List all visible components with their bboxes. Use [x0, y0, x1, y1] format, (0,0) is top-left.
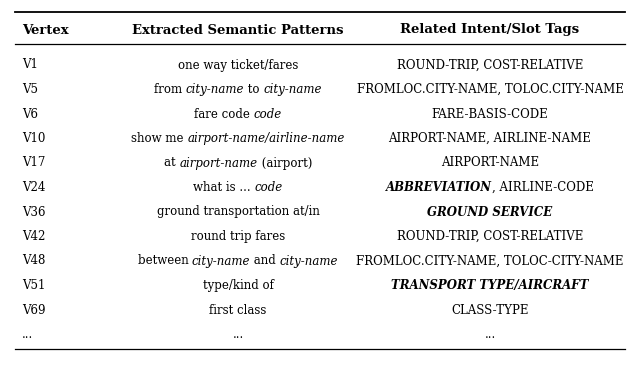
Text: city-name: city-name	[280, 254, 339, 268]
Text: code: code	[253, 108, 282, 120]
Text: airport-name/airline-name: airport-name/airline-name	[188, 132, 345, 145]
Text: CLASS-TYPE: CLASS-TYPE	[451, 304, 529, 316]
Text: FROMLOC.CITY-NAME, TOLOC-CITY-NAME: FROMLOC.CITY-NAME, TOLOC-CITY-NAME	[356, 254, 624, 268]
Text: V36: V36	[22, 205, 45, 219]
Text: first class: first class	[209, 304, 267, 316]
Text: , AIRLINE-CODE: , AIRLINE-CODE	[492, 181, 594, 194]
Text: airport-name: airport-name	[179, 157, 257, 169]
Text: Related Intent/Slot Tags: Related Intent/Slot Tags	[401, 23, 580, 36]
Text: V24: V24	[22, 181, 45, 194]
Text: at: at	[164, 157, 179, 169]
Text: V42: V42	[22, 230, 45, 243]
Text: FROMLOC.CITY-NAME, TOLOC.CITY-NAME: FROMLOC.CITY-NAME, TOLOC.CITY-NAME	[356, 83, 623, 96]
Text: V17: V17	[22, 157, 45, 169]
Text: ROUND-TRIP, COST-RELATIVE: ROUND-TRIP, COST-RELATIVE	[397, 230, 583, 243]
Text: and: and	[250, 254, 280, 268]
Text: city-name: city-name	[192, 254, 250, 268]
Text: what is ...: what is ...	[193, 181, 255, 194]
Text: city-name: city-name	[186, 83, 244, 96]
Text: ...: ...	[22, 328, 33, 341]
Text: V69: V69	[22, 304, 45, 316]
Text: round trip fares: round trip fares	[191, 230, 285, 243]
Text: (airport): (airport)	[257, 157, 312, 169]
Text: Vertex: Vertex	[22, 23, 68, 36]
Text: ground transportation at/in: ground transportation at/in	[157, 205, 319, 219]
Text: ...: ...	[484, 328, 495, 341]
Text: city-name: city-name	[264, 83, 322, 96]
Text: V51: V51	[22, 279, 45, 292]
Text: V6: V6	[22, 108, 38, 120]
Text: from: from	[154, 83, 186, 96]
Text: fare code: fare code	[194, 108, 253, 120]
Text: AIRPORT-NAME, AIRLINE-NAME: AIRPORT-NAME, AIRLINE-NAME	[388, 132, 591, 145]
Text: V5: V5	[22, 83, 38, 96]
Text: Extracted Semantic Patterns: Extracted Semantic Patterns	[132, 23, 344, 36]
Text: ROUND-TRIP, COST-RELATIVE: ROUND-TRIP, COST-RELATIVE	[397, 58, 583, 72]
Text: one way ticket/fares: one way ticket/fares	[178, 58, 298, 72]
Text: ABBREVIATION: ABBREVIATION	[386, 181, 492, 194]
Text: between: between	[138, 254, 192, 268]
Text: code: code	[255, 181, 283, 194]
Text: ...: ...	[232, 328, 244, 341]
Text: GROUND SERVICE: GROUND SERVICE	[428, 205, 552, 219]
Text: TRANSPORT TYPE/AIRCRAFT: TRANSPORT TYPE/AIRCRAFT	[391, 279, 589, 292]
Text: V10: V10	[22, 132, 45, 145]
Text: FARE-BASIS-CODE: FARE-BASIS-CODE	[431, 108, 548, 120]
Text: V1: V1	[22, 58, 38, 72]
Text: V48: V48	[22, 254, 45, 268]
Text: type/kind of: type/kind of	[203, 279, 273, 292]
Text: to: to	[244, 83, 264, 96]
Text: show me: show me	[131, 132, 188, 145]
Text: AIRPORT-NAME: AIRPORT-NAME	[441, 157, 539, 169]
